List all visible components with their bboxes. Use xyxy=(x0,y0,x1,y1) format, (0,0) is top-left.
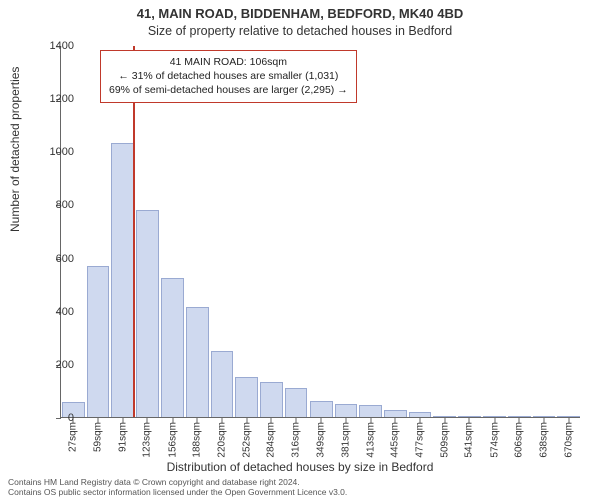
x-tick-label: 606sqm xyxy=(514,422,525,458)
histogram-bar xyxy=(557,416,580,417)
y-tick-label: 1400 xyxy=(34,40,74,52)
x-tick-label: 638sqm xyxy=(539,422,550,458)
page-title: 41, MAIN ROAD, BIDDENHAM, BEDFORD, MK40 … xyxy=(0,6,600,21)
x-tick-label: 477sqm xyxy=(414,422,425,458)
annotation-line: 69% of semi-detached houses are larger (… xyxy=(109,83,348,97)
x-tick-label: 284sqm xyxy=(266,422,277,458)
histogram-bar xyxy=(285,388,308,417)
y-tick-label: 200 xyxy=(34,359,74,371)
histogram-bar xyxy=(384,410,407,417)
x-axis-label: Distribution of detached houses by size … xyxy=(0,460,600,474)
chart-subtitle: Size of property relative to detached ho… xyxy=(0,24,600,38)
annotation-line: 41 MAIN ROAD: 106sqm xyxy=(109,55,348,69)
y-tick-label: 0 xyxy=(34,412,74,424)
footer-attribution: Contains HM Land Registry data © Crown c… xyxy=(8,477,347,497)
x-tick-label: 509sqm xyxy=(439,422,450,458)
histogram-bar xyxy=(111,143,134,417)
y-tick-label: 800 xyxy=(34,199,74,211)
chart-container: 41, MAIN ROAD, BIDDENHAM, BEDFORD, MK40 … xyxy=(0,0,600,500)
histogram-bar xyxy=(161,278,184,418)
histogram-bar xyxy=(458,416,481,417)
footer-line: Contains HM Land Registry data © Crown c… xyxy=(8,477,347,487)
histogram-bar xyxy=(211,351,234,417)
x-tick-label: 123sqm xyxy=(142,422,153,458)
annotation-box: 41 MAIN ROAD: 106sqm← 31% of detached ho… xyxy=(100,50,357,103)
histogram-bar xyxy=(409,412,432,417)
histogram-bar xyxy=(186,307,209,417)
x-tick-label: 316sqm xyxy=(290,422,301,458)
y-tick-label: 600 xyxy=(34,253,74,265)
histogram-bar xyxy=(136,210,159,417)
x-tick-label: 574sqm xyxy=(489,422,500,458)
x-tick-label: 381sqm xyxy=(341,422,352,458)
y-tick-label: 1200 xyxy=(34,93,74,105)
histogram-bar xyxy=(359,405,382,417)
footer-line: Contains OS public sector information li… xyxy=(8,487,347,497)
x-tick-label: 27sqm xyxy=(68,422,79,452)
annotation-line: ← 31% of detached houses are smaller (1,… xyxy=(109,69,348,83)
x-tick-label: 445sqm xyxy=(390,422,401,458)
x-tick-label: 252sqm xyxy=(241,422,252,458)
histogram-bar xyxy=(433,416,456,417)
histogram-bar xyxy=(508,416,531,417)
histogram-bar xyxy=(533,416,556,417)
x-tick-label: 91sqm xyxy=(117,422,128,452)
histogram-bar xyxy=(260,382,283,417)
y-tick-label: 400 xyxy=(34,306,74,318)
x-tick-label: 59sqm xyxy=(92,422,103,452)
y-axis-label: Number of detached properties xyxy=(8,67,22,232)
histogram-bar xyxy=(483,416,506,417)
x-tick-label: 156sqm xyxy=(167,422,178,458)
x-tick-label: 349sqm xyxy=(316,422,327,458)
x-tick-label: 188sqm xyxy=(192,422,203,458)
x-tick-label: 670sqm xyxy=(563,422,574,458)
histogram-bar xyxy=(87,266,110,417)
histogram-bar xyxy=(335,404,358,417)
histogram-bar xyxy=(235,377,258,417)
x-tick-label: 413sqm xyxy=(365,422,376,458)
histogram-bar xyxy=(310,401,333,417)
y-tick-label: 1000 xyxy=(34,146,74,158)
x-tick-label: 541sqm xyxy=(464,422,475,458)
x-tick-label: 220sqm xyxy=(217,422,228,458)
